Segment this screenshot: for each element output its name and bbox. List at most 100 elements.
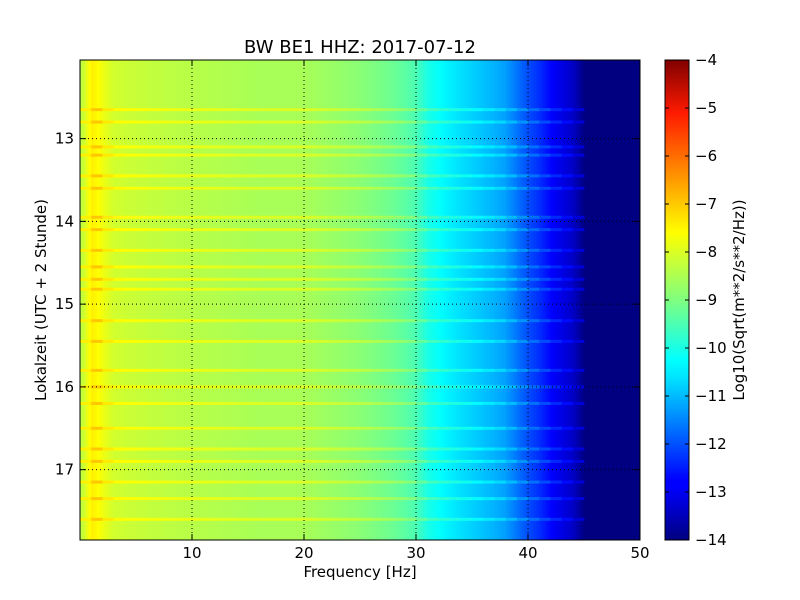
heatmap-column	[390, 60, 395, 540]
heatmap-event-row	[91, 153, 103, 157]
heatmap-event-row	[102, 401, 114, 405]
heatmap-event-row	[80, 120, 92, 124]
heatmap-event-row	[124, 120, 137, 124]
heatmap-event-row	[393, 339, 406, 343]
heatmap-event-row	[304, 426, 316, 430]
heatmap-column	[444, 60, 448, 540]
heatmap-event-row	[136, 277, 148, 281]
heatmap-event-row	[427, 497, 439, 501]
y-axis-label: Lokalzeit (UTC + 2 Stunde)	[32, 199, 50, 401]
heatmap-column	[455, 60, 459, 540]
heatmap-event-row	[505, 277, 518, 281]
heatmap-event-row	[169, 319, 182, 323]
heatmap-event-row	[270, 265, 282, 269]
heatmap-event-row	[236, 497, 249, 501]
heatmap-event-row	[102, 497, 114, 501]
heatmap-event-row	[248, 385, 260, 389]
heatmap-event-row	[102, 426, 114, 430]
heatmap-event-row	[572, 426, 585, 430]
heatmap-event-row	[572, 145, 585, 149]
heatmap-column	[399, 60, 403, 540]
heatmap-event-row	[561, 368, 574, 372]
heatmap-event-row	[438, 248, 450, 252]
heatmap-event-row	[214, 426, 226, 430]
heatmap-event-row	[113, 447, 126, 451]
heatmap-event-row	[348, 248, 361, 252]
heatmap-event-row	[561, 228, 574, 232]
heatmap-event-row	[180, 120, 193, 124]
heatmap-event-row	[326, 401, 338, 405]
heatmap-event-row	[158, 108, 170, 112]
heatmap-event-row	[203, 228, 215, 232]
heatmap-column	[206, 60, 210, 540]
heatmap-column	[292, 60, 297, 540]
heatmap-event-row	[337, 426, 350, 430]
heatmap-event-row	[404, 368, 417, 372]
heatmap-event-row	[416, 339, 428, 343]
x-tick-label: 50	[630, 544, 649, 562]
heatmap-event-row	[539, 480, 551, 484]
heatmap-event-row	[180, 248, 193, 252]
heatmap-event-row	[393, 447, 406, 451]
heatmap-event-row	[225, 480, 238, 484]
heatmap-event-row	[427, 447, 439, 451]
heatmap-event-row	[449, 447, 462, 451]
heatmap-event-row	[505, 153, 518, 157]
heatmap-event-row	[561, 426, 574, 430]
heatmap-event-row	[158, 186, 170, 190]
heatmap-event-row	[136, 186, 148, 190]
heatmap-column	[225, 60, 229, 540]
heatmap-event-row	[326, 459, 338, 463]
heatmap-event-row	[158, 277, 170, 281]
heatmap-event-row	[248, 265, 260, 269]
heatmap-event-row	[550, 186, 562, 190]
heatmap-column	[393, 60, 397, 540]
heatmap-event-row	[416, 108, 428, 112]
heatmap-event-row	[505, 108, 518, 112]
heatmap-event-row	[360, 108, 372, 112]
heatmap-column	[600, 60, 605, 540]
heatmap-event-row	[292, 277, 305, 281]
heatmap-column	[108, 60, 112, 540]
heatmap-event-row	[326, 174, 338, 178]
heatmap-event-row	[404, 426, 417, 430]
heatmap-event-row	[281, 385, 294, 389]
heatmap-event-row	[180, 277, 193, 281]
heatmap-column	[323, 60, 327, 540]
heatmap-column	[558, 60, 563, 540]
heatmap-event-row	[136, 174, 148, 178]
heatmap-column	[631, 60, 635, 540]
heatmap-event-row	[505, 339, 518, 343]
heatmap-event-row	[528, 120, 540, 124]
heatmap-event-row	[438, 265, 450, 269]
heatmap-event-row	[472, 248, 484, 252]
heatmap-event-row	[360, 368, 372, 372]
heatmap-event-row	[236, 265, 249, 269]
heatmap-event-row	[494, 248, 506, 252]
heatmap-event-row	[136, 287, 148, 291]
heatmap-event-row	[169, 215, 182, 219]
heatmap-event-row	[371, 108, 383, 112]
heatmap-event-row	[248, 339, 260, 343]
heatmap-event-row	[136, 108, 148, 112]
heatmap-event-row	[326, 248, 338, 252]
heatmap-event-row	[102, 248, 114, 252]
heatmap-event-row	[371, 174, 383, 178]
heatmap-event-row	[416, 248, 428, 252]
heatmap-event-row	[483, 215, 495, 219]
heatmap-event-row	[91, 174, 103, 178]
heatmap-event-row	[348, 186, 361, 190]
heatmap-event-row	[158, 145, 170, 149]
heatmap-event-row	[80, 265, 92, 269]
heatmap-event-row	[292, 153, 305, 157]
heatmap-event-row	[416, 385, 428, 389]
heatmap-event-row	[360, 497, 372, 501]
heatmap-event-row	[516, 401, 529, 405]
heatmap-column	[231, 60, 235, 540]
heatmap-event-row	[270, 215, 282, 219]
heatmap-event-row	[80, 497, 92, 501]
heatmap-event-row	[192, 277, 204, 281]
heatmap-event-row	[572, 228, 585, 232]
heatmap-event-row	[438, 120, 450, 124]
heatmap-event-row	[281, 277, 294, 281]
